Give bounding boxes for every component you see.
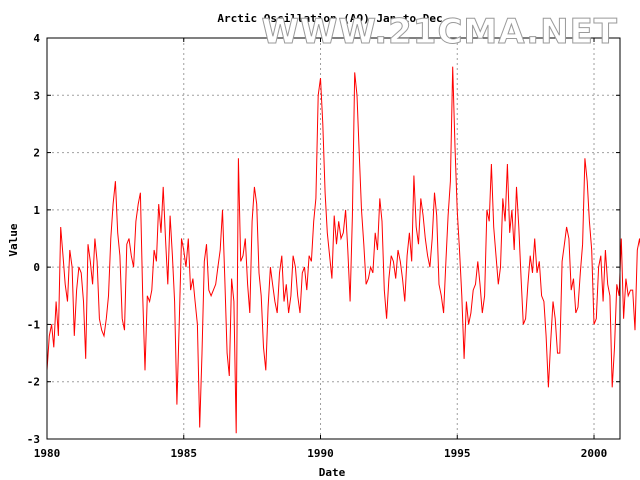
y-tick-label: 2 — [33, 147, 40, 160]
x-tick-label: 1990 — [307, 447, 334, 460]
watermark: WWW.21CMA.NET — [262, 12, 619, 52]
x-tick-label: 2000 — [581, 447, 608, 460]
y-tick-label: 4 — [33, 32, 40, 45]
x-axis-ticks: 1980 1985 1990 1995 2000 — [34, 38, 608, 460]
plot-frame — [46, 37, 621, 440]
x-tick-label: 1995 — [444, 447, 471, 460]
y-tick-label: -1 — [27, 318, 41, 331]
y-tick-label: 1 — [33, 204, 40, 217]
x-axis-label: Date — [319, 466, 346, 479]
chart-title: Arctic Oscillation (AO) Jan to Dec — [217, 12, 442, 25]
y-axis-ticks: -3 -2 -1 0 1 2 3 4 — [27, 32, 620, 446]
y-tick-label: -3 — [27, 433, 40, 446]
y-tick-label: -2 — [27, 376, 40, 389]
ao-series-line — [46, 66, 640, 434]
data-series — [46, 66, 640, 434]
y-tick-label: 0 — [33, 261, 40, 274]
y-axis-label: Value — [7, 223, 20, 256]
x-tick-label: 1985 — [171, 447, 198, 460]
y-tick-label: 3 — [33, 89, 40, 102]
grid-lines — [47, 38, 620, 439]
x-tick-label: 1980 — [34, 447, 61, 460]
